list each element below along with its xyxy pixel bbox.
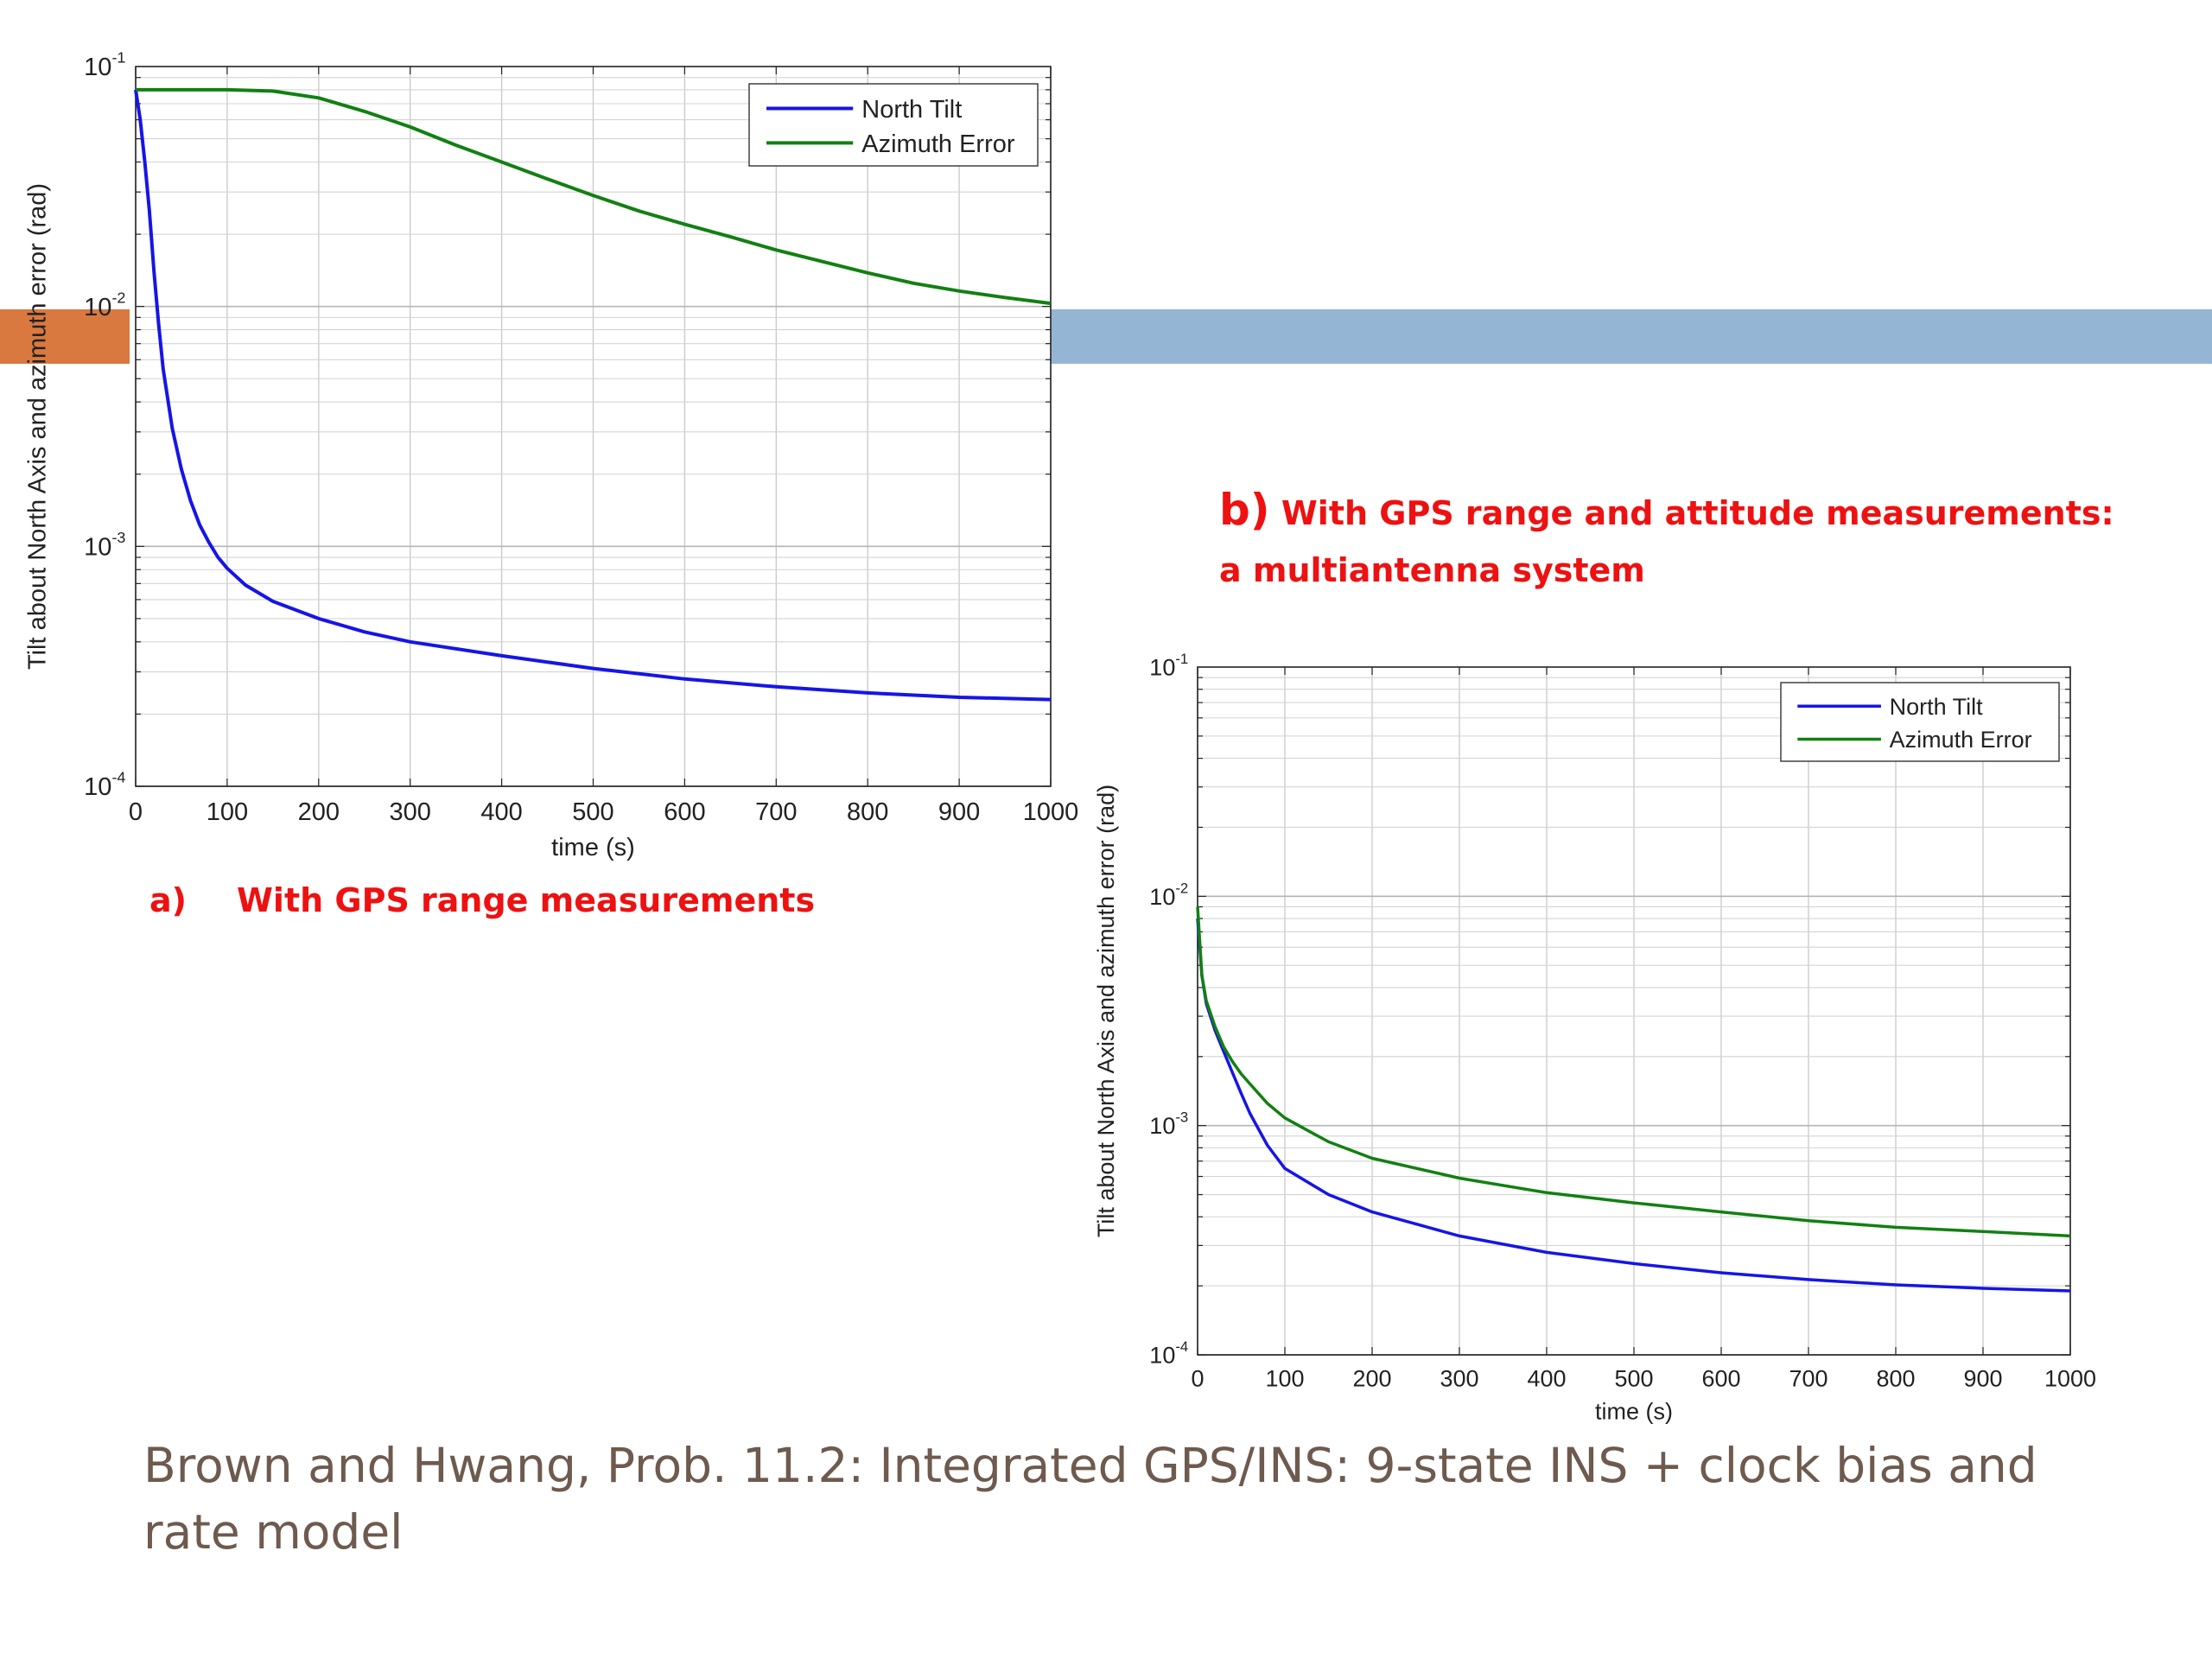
y-tick-label: 10 [84, 294, 111, 321]
y-tick-exponent: -2 [111, 289, 125, 306]
x-tick-label: 500 [572, 798, 613, 826]
x-tick-label: 400 [480, 798, 522, 826]
y-tick-base: 10 [1149, 884, 1175, 910]
legend: North Tilt Azimuth Error [1780, 682, 2060, 762]
caption-b-text-line1: With GPS range and attitude measurements… [1281, 494, 2114, 532]
orange-band [0, 309, 130, 364]
series-line-north-tilt [1196, 918, 2071, 1293]
axes-frame [1197, 666, 2071, 1356]
x-tick-label: 700 [1789, 1365, 1827, 1391]
y-tick-label: 10 [1149, 1113, 1175, 1139]
y-axis-label: Tilt about North Axis and azimuth error … [1093, 785, 1119, 1237]
y-tick-base: 10 [1149, 654, 1175, 680]
x-tick-label: 100 [207, 798, 248, 826]
y-tick-base: 10 [84, 294, 111, 321]
legend: North Tilt Azimuth Error [748, 83, 1039, 167]
y-tick-exponent: -1 [111, 49, 125, 67]
axes-frame [135, 66, 1052, 787]
x-tick-label: 100 [1265, 1365, 1304, 1391]
caption-b-label: b) [1219, 485, 1270, 535]
legend-label: North Tilt [1890, 694, 1984, 720]
x-tick-label: 500 [1614, 1365, 1653, 1391]
caption-a: a) With GPS range measurements [149, 881, 815, 919]
y-tick-base: 10 [84, 54, 111, 81]
x-tick-label: 900 [938, 798, 980, 826]
y-tick-exponent: -3 [111, 529, 125, 546]
x-tick-label: 800 [847, 798, 888, 826]
x-tick-label: 300 [1440, 1365, 1478, 1391]
x-axis-label: time (s) [1595, 1398, 1673, 1424]
x-tick-label: 200 [298, 798, 340, 826]
x-tick-label: 400 [1527, 1365, 1566, 1391]
y-tick-exponent: -1 [1175, 651, 1188, 667]
series-line-azimuth-error [136, 87, 1052, 306]
series-line-north-tilt [134, 89, 1052, 702]
caption-b-text-line2: a multiantenna system [1219, 551, 1645, 589]
legend-box [1780, 682, 2060, 762]
y-tick-label: 10 [84, 533, 111, 561]
caption-b-line1: b) With GPS range and attitude measureme… [1219, 481, 2114, 542]
y-tick-exponent: -4 [1175, 1338, 1188, 1355]
y-tick-base: 10 [84, 773, 111, 801]
x-tick-label: 0 [129, 798, 143, 826]
footer-caption: Brown and Hwang, Prob. 11.2: Integrated … [143, 1438, 2037, 1560]
y-tick-label: 10 [1149, 654, 1175, 680]
caption-a-label: a) [149, 881, 188, 919]
caption-b: b) With GPS range and attitude measureme… [1219, 481, 2114, 599]
x-tick-label: 300 [390, 798, 431, 826]
blue-band [1047, 309, 2212, 364]
legend-label: North Tilt [861, 96, 962, 124]
x-tick-label: 700 [755, 798, 797, 826]
x-tick-label: 1000 [2044, 1365, 2096, 1391]
y-tick-label: 10 [84, 773, 111, 801]
x-tick-label: 1000 [1023, 798, 1079, 826]
series-line-azimuth-error [1196, 906, 2071, 1238]
y-tick-label: 10 [1149, 1342, 1175, 1368]
x-tick-label: 200 [1352, 1365, 1391, 1391]
x-tick-label: 800 [1876, 1365, 1915, 1391]
x-tick-label: 600 [1701, 1365, 1740, 1391]
y-axis-label: Tilt about North Axis and azimuth error … [24, 183, 52, 670]
y-tick-exponent: -3 [1175, 1109, 1188, 1126]
y-tick-base: 10 [1149, 1342, 1175, 1368]
y-tick-base: 10 [84, 533, 111, 561]
legend-label: Azimuth Error [1890, 727, 2032, 753]
x-tick-label: 600 [664, 798, 705, 826]
chart-a: 0 100 200 300 400 500 600 700 800 900 100010-410-3… [24, 49, 1079, 861]
x-axis-label: time (s) [551, 834, 635, 861]
y-tick-label: 10 [84, 54, 111, 81]
chart-b: 0 100 200 300 400 500 600 700 800 900 100010-410-3… [1093, 651, 2096, 1424]
y-tick-base: 10 [1149, 1113, 1175, 1139]
y-tick-exponent: -2 [1175, 880, 1188, 896]
legend-label: Azimuth Error [861, 130, 1015, 158]
x-tick-label: 900 [1963, 1365, 2002, 1391]
y-tick-label: 10 [1149, 884, 1175, 910]
x-tick-label: 0 [1191, 1365, 1204, 1391]
legend-box [748, 83, 1039, 167]
y-tick-exponent: -4 [111, 769, 125, 786]
caption-a-text: With GPS range measurements [237, 881, 816, 919]
